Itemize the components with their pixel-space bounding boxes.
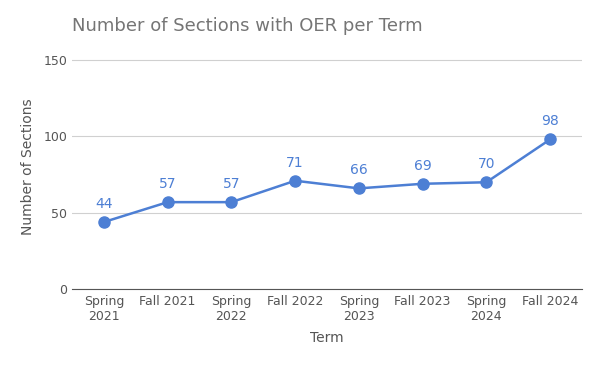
Text: 57: 57 — [223, 177, 240, 191]
Text: 44: 44 — [95, 197, 113, 211]
Y-axis label: Number of Sections: Number of Sections — [21, 99, 35, 235]
Text: 70: 70 — [478, 157, 495, 171]
X-axis label: Term: Term — [310, 331, 344, 345]
Text: Number of Sections with OER per Term: Number of Sections with OER per Term — [72, 17, 422, 35]
Text: 66: 66 — [350, 163, 368, 177]
Text: 71: 71 — [286, 155, 304, 170]
Text: 69: 69 — [414, 159, 431, 173]
Text: 57: 57 — [159, 177, 176, 191]
Text: 98: 98 — [541, 114, 559, 128]
